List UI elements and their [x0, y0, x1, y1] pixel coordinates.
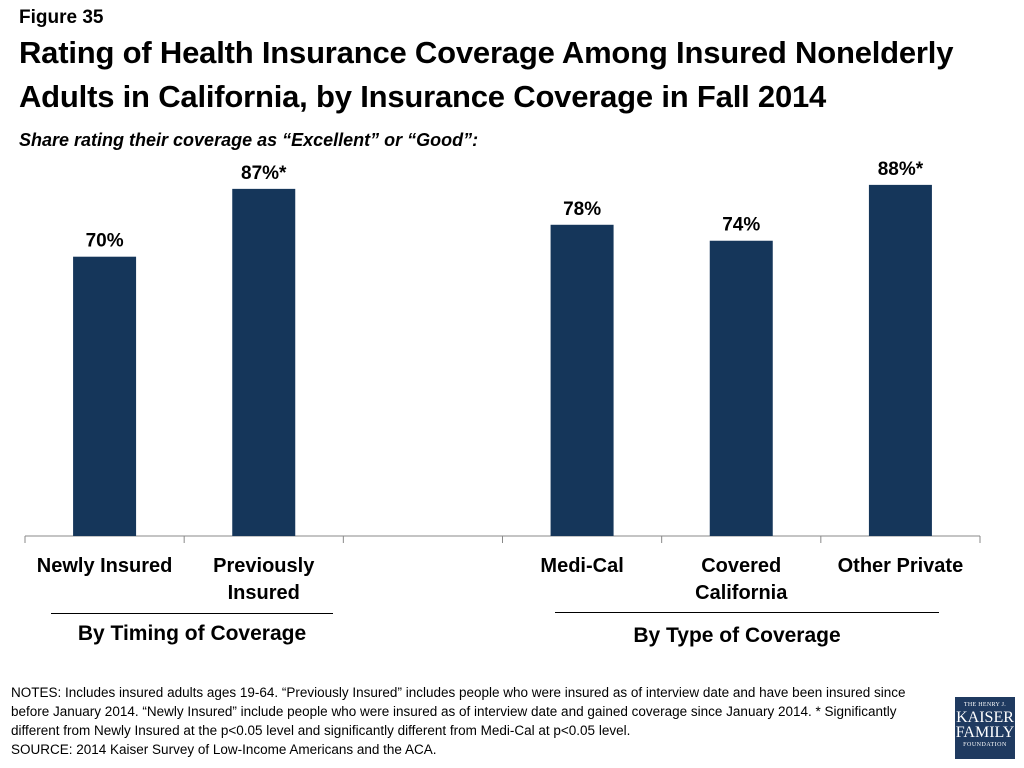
source-text: SOURCE: 2014 Kaiser Survey of Low-Income…: [11, 742, 437, 757]
logo-line-1: THE HENRY J.: [963, 702, 1007, 708]
kff-logo: THE HENRY J. KAISER FAMILY FOUNDATION: [955, 697, 1015, 759]
group-label-type: By Type of Coverage: [633, 624, 841, 647]
group-underline-type: [555, 612, 939, 613]
x-tick-label: California: [695, 582, 788, 604]
chart-subtitle: Share rating their coverage as “Excellen…: [19, 130, 479, 150]
logo-line-3: FAMILY: [955, 724, 1015, 741]
group-underline-timing: [51, 613, 333, 614]
x-tick-label: Insured: [228, 582, 300, 604]
data-label: 74%: [722, 215, 760, 236]
data-label: 78%: [563, 199, 601, 220]
x-tick-label: Covered: [701, 555, 781, 577]
bar: [232, 188, 296, 536]
group-label-timing: By Timing of Coverage: [77, 622, 307, 645]
data-label: 70%: [86, 231, 124, 252]
bar: [709, 240, 773, 536]
bar: [73, 256, 137, 536]
bar-chart: 70% Newly Insured 87%* Previously Insured 78%…: [24, 159, 981, 604]
x-tick-label: Newly Insured: [37, 555, 173, 577]
notes-text: NOTES: Includes insured adults ages 19-6…: [11, 685, 906, 738]
x-tick-label: Other Private: [838, 555, 964, 577]
bar: [868, 184, 932, 536]
chart-title: Rating of Health Insurance Coverage Amon…: [19, 35, 954, 114]
figure-label: Figure 35: [19, 7, 104, 28]
data-label: 87%*: [241, 163, 287, 184]
x-tick-label: Medi-Cal: [540, 555, 623, 577]
data-label: 88%*: [878, 159, 924, 180]
x-tick-label: Previously: [213, 555, 315, 577]
notes-block: NOTES: Includes insured adults ages 19-6…: [11, 683, 946, 759]
bar: [550, 224, 614, 536]
logo-line-2: KAISER: [956, 709, 1014, 726]
logo-line-4: FOUNDATION: [963, 742, 1007, 748]
